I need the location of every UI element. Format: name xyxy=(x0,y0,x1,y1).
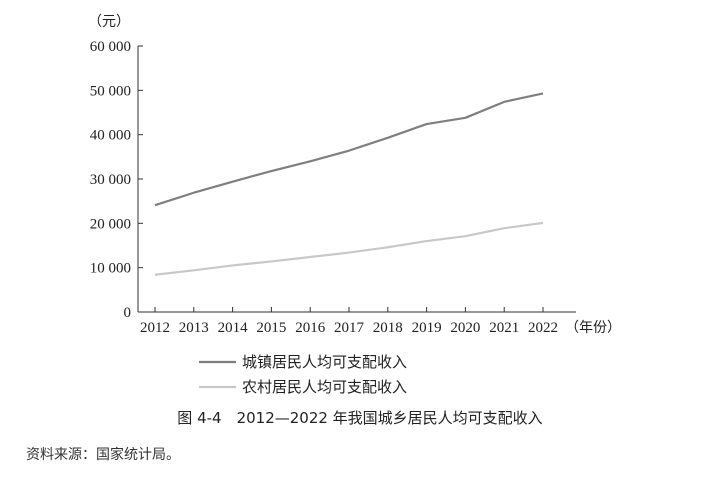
x-tick-label: 2020 xyxy=(450,320,480,336)
y-tick-label: 20 000 xyxy=(90,216,131,232)
x-tick-label: 2015 xyxy=(256,320,286,336)
x-tick-label: 2014 xyxy=(218,320,249,336)
x-tick-label: 2017 xyxy=(334,320,365,336)
x-tick-label: 2013 xyxy=(179,320,209,336)
y-tick-label: 30 000 xyxy=(90,172,131,188)
x-tick-label: 2016 xyxy=(295,320,326,336)
x-axis-unit-label: （年份） xyxy=(565,320,621,336)
x-tick-label: 2021 xyxy=(489,320,519,336)
source-note: 资料来源：国家统计局。 xyxy=(26,447,180,463)
y-axis-unit-label: （元） xyxy=(88,14,130,30)
series-line-1 xyxy=(154,92,544,207)
series-line-2 xyxy=(154,221,544,276)
y-tick-label: 40 000 xyxy=(90,128,131,144)
x-tick-label: 2022 xyxy=(528,320,558,336)
figure-caption: 图 4-4 2012—2022 年我国城乡居民人均可支配收入 xyxy=(177,409,543,427)
y-tick-label: 60 000 xyxy=(90,39,131,55)
x-tick-label: 2018 xyxy=(373,320,403,336)
y-tick-label: 50 000 xyxy=(90,83,131,99)
y-tick-label: 10 000 xyxy=(90,261,131,277)
y-tick-label: 0 xyxy=(124,305,132,321)
x-tick-label: 2012 xyxy=(140,320,170,336)
x-tick-label: 2019 xyxy=(412,320,442,336)
line-chart: （元） 0 10 000 20 000 30 000 40 000 50 000 60 00… xyxy=(88,14,621,396)
legend-label-2: 农村居民人均可支配收入 xyxy=(242,378,407,396)
legend-label-1: 城镇居民人均可支配收入 xyxy=(242,353,407,371)
series-layer xyxy=(154,92,544,276)
axes: 0 10 000 20 000 30 000 40 000 50 000 60 000 201… xyxy=(90,39,621,336)
